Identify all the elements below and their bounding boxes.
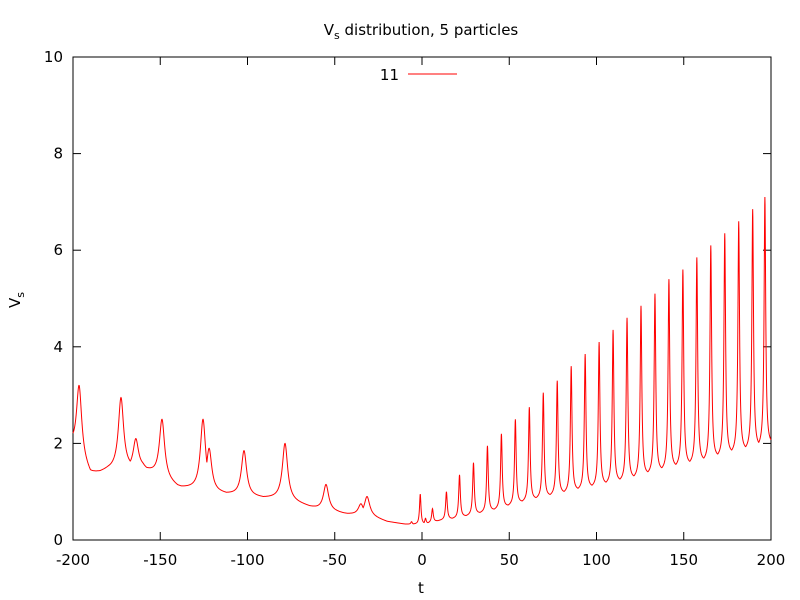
- y-tick-label: 10: [44, 48, 63, 66]
- x-axis-title: t: [418, 579, 424, 597]
- x-tick-label: 0: [417, 551, 427, 569]
- legend-label: 11: [380, 66, 399, 84]
- x-tick-label: 50: [500, 551, 519, 569]
- y-axis: 0 2 4 6 8 10: [44, 48, 771, 549]
- x-tick-label: -50: [323, 551, 348, 569]
- x-tick-label: -150: [143, 551, 177, 569]
- y-tick-label: 8: [53, 145, 63, 163]
- y-tick-label: 0: [53, 531, 63, 549]
- x-tick-label: 150: [669, 551, 698, 569]
- x-tick-label: -100: [230, 551, 264, 569]
- legend: 11: [380, 66, 457, 84]
- x-tick-label: 200: [757, 551, 786, 569]
- x-tick-label: 100: [582, 551, 611, 569]
- y-axis-title: Vs: [6, 292, 27, 308]
- x-axis: -200 -150 -100 -50 0 50 100 150 200: [56, 57, 785, 569]
- plot-frame: [72, 56, 772, 541]
- y-tick-label: 2: [53, 434, 63, 452]
- y-tick-label: 6: [53, 241, 63, 259]
- y-tick-label: 4: [53, 338, 63, 356]
- series-line-11: [72, 197, 772, 525]
- x-tick-label: -200: [56, 551, 90, 569]
- chart-title: Vs distribution, 5 particles: [324, 21, 519, 42]
